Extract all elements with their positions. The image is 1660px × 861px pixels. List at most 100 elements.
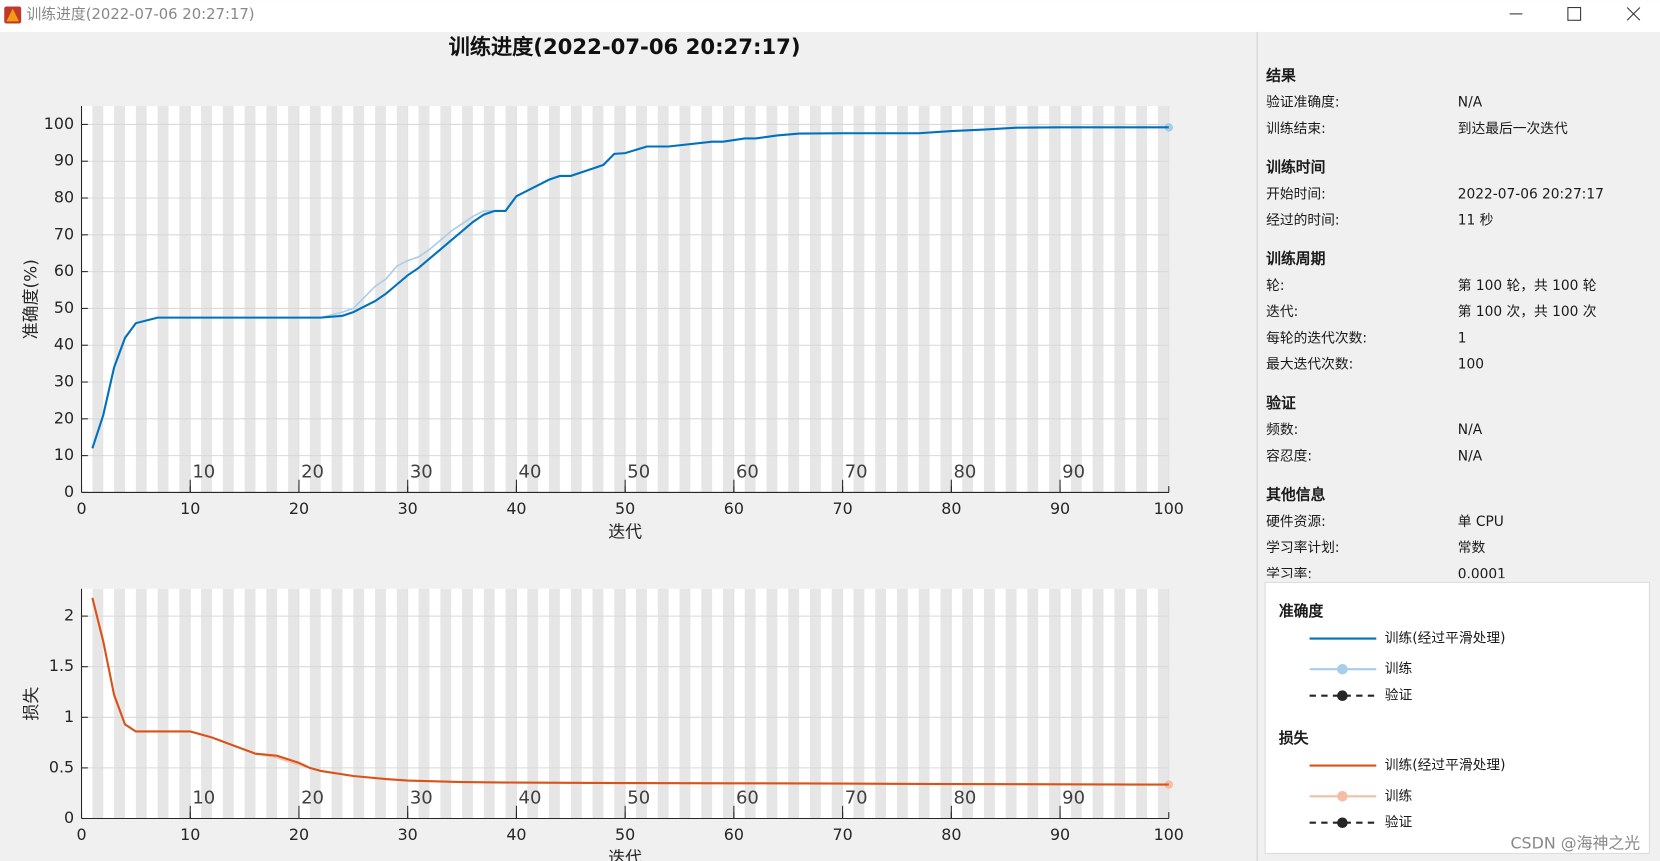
epoch-stripe xyxy=(549,106,560,493)
epoch-stripe xyxy=(853,588,865,819)
y-tick-label: 1 xyxy=(64,707,74,726)
epoch-stripe xyxy=(940,106,952,493)
epoch-stripe xyxy=(462,106,473,493)
epoch-stripe xyxy=(527,106,539,493)
x-tick-label: 10 xyxy=(180,825,200,844)
epoch-stripe xyxy=(222,106,234,493)
y-tick-label: 50 xyxy=(54,298,74,317)
epoch-stripe xyxy=(657,106,669,493)
epoch-stripe xyxy=(527,588,539,819)
legend-label: 训练(经过平滑处理) xyxy=(1385,630,1506,647)
epoch-stripe xyxy=(396,588,408,819)
epoch-stripe xyxy=(809,106,821,493)
epoch-stripe xyxy=(744,106,756,493)
info-label: 经过的时间: xyxy=(1266,213,1339,229)
epoch-label: 40 xyxy=(519,461,542,482)
info-value: 常数 xyxy=(1458,540,1486,556)
epoch-stripe xyxy=(766,106,778,493)
x-tick-label: 40 xyxy=(506,499,526,518)
epoch-stripe xyxy=(614,106,626,493)
x-tick-label: 30 xyxy=(398,499,418,518)
info-label: 每轮的迭代次数: xyxy=(1266,331,1367,347)
info-label: 轮: xyxy=(1266,278,1284,294)
epoch-stripe xyxy=(592,106,604,493)
epoch-stripe xyxy=(918,106,930,493)
x-axis-label: 迭代 xyxy=(608,522,642,542)
x-tick-label: 30 xyxy=(398,825,418,844)
epoch-stripe xyxy=(831,588,843,819)
y-tick-label: 40 xyxy=(54,335,74,354)
info-label: 最大迭代次数: xyxy=(1266,357,1353,373)
epoch-stripe xyxy=(201,588,212,819)
maximize-button[interactable] xyxy=(1567,7,1582,21)
watermark: CSDN @海神之光 xyxy=(1510,833,1640,852)
epoch-stripe xyxy=(722,106,734,493)
epoch-stripe xyxy=(157,106,169,493)
info-label: 频数: xyxy=(1266,422,1298,438)
epoch-label: 80 xyxy=(953,461,976,482)
epoch-stripe xyxy=(288,588,299,819)
epoch-stripe xyxy=(1070,106,1082,493)
info-value: 100 xyxy=(1458,357,1484,373)
info-value: 11 秒 xyxy=(1458,213,1494,229)
epoch-stripe xyxy=(896,588,908,819)
info-value: N/A xyxy=(1458,422,1483,438)
legend-label: 训练 xyxy=(1385,788,1413,804)
legend-title: 准确度 xyxy=(1279,602,1324,620)
epoch-stripe xyxy=(1092,588,1104,819)
epoch-stripe xyxy=(1157,106,1169,493)
y-tick-label: 100 xyxy=(44,114,74,133)
y-tick-label: 20 xyxy=(54,408,74,427)
epoch-stripe xyxy=(592,588,604,819)
epoch-stripe xyxy=(288,106,299,493)
info-label: 开始时间: xyxy=(1266,186,1326,202)
legend-dot xyxy=(1337,817,1348,829)
epoch-stripe xyxy=(353,106,365,493)
info-value: N/A xyxy=(1458,448,1483,464)
y-tick-label: 0 xyxy=(64,482,74,501)
epoch-stripe xyxy=(701,106,713,493)
info-label: 硬件资源: xyxy=(1266,514,1326,530)
epoch-stripe xyxy=(1027,588,1039,819)
epoch-stripe xyxy=(418,106,430,493)
y-tick-label: 80 xyxy=(54,188,74,207)
y-axis-label: 准确度(%) xyxy=(21,259,41,339)
epoch-stripe xyxy=(962,106,974,493)
epoch-stripe xyxy=(722,588,734,819)
epoch-label: 90 xyxy=(1062,461,1085,482)
epoch-stripe xyxy=(309,106,321,493)
epoch-stripe xyxy=(788,588,800,819)
section-title: 结果 xyxy=(1266,66,1296,84)
epoch-stripe xyxy=(570,106,582,493)
epoch-stripe xyxy=(614,588,626,819)
epoch-stripe xyxy=(636,106,647,493)
epoch-label: 90 xyxy=(1062,787,1085,808)
epoch-stripe xyxy=(179,588,191,819)
info-value: 到达最后一次迭代 xyxy=(1458,121,1568,137)
x-tick-label: 90 xyxy=(1050,499,1070,518)
epoch-label: 10 xyxy=(192,461,215,482)
epoch-stripe xyxy=(1005,106,1017,493)
epoch-label: 70 xyxy=(845,461,868,482)
epoch-stripe xyxy=(114,106,126,493)
series-line xyxy=(91,126,1169,449)
info-value: N/A xyxy=(1458,95,1483,111)
info-label: 容忍度: xyxy=(1266,447,1312,464)
x-tick-label: 50 xyxy=(615,499,635,518)
info-value: 2022-07-06 20:27:17 xyxy=(1458,186,1604,202)
close-button[interactable] xyxy=(1626,7,1641,21)
y-tick-label: 1.5 xyxy=(49,656,74,675)
epoch-stripe xyxy=(135,588,147,819)
legend-dot xyxy=(1337,690,1348,701)
epoch-stripe xyxy=(1005,588,1017,819)
x-tick-label: 60 xyxy=(724,499,744,518)
y-axis-label: 损失 xyxy=(21,687,41,721)
epoch-stripe xyxy=(331,588,343,819)
epoch-stripe xyxy=(679,106,691,493)
info-value: 0.0001 xyxy=(1458,566,1506,582)
info-value: 第 100 次，共 100 次 xyxy=(1458,303,1597,320)
legend-title: 损失 xyxy=(1279,729,1309,747)
epoch-stripe xyxy=(440,588,452,819)
epoch-stripe xyxy=(809,588,821,819)
